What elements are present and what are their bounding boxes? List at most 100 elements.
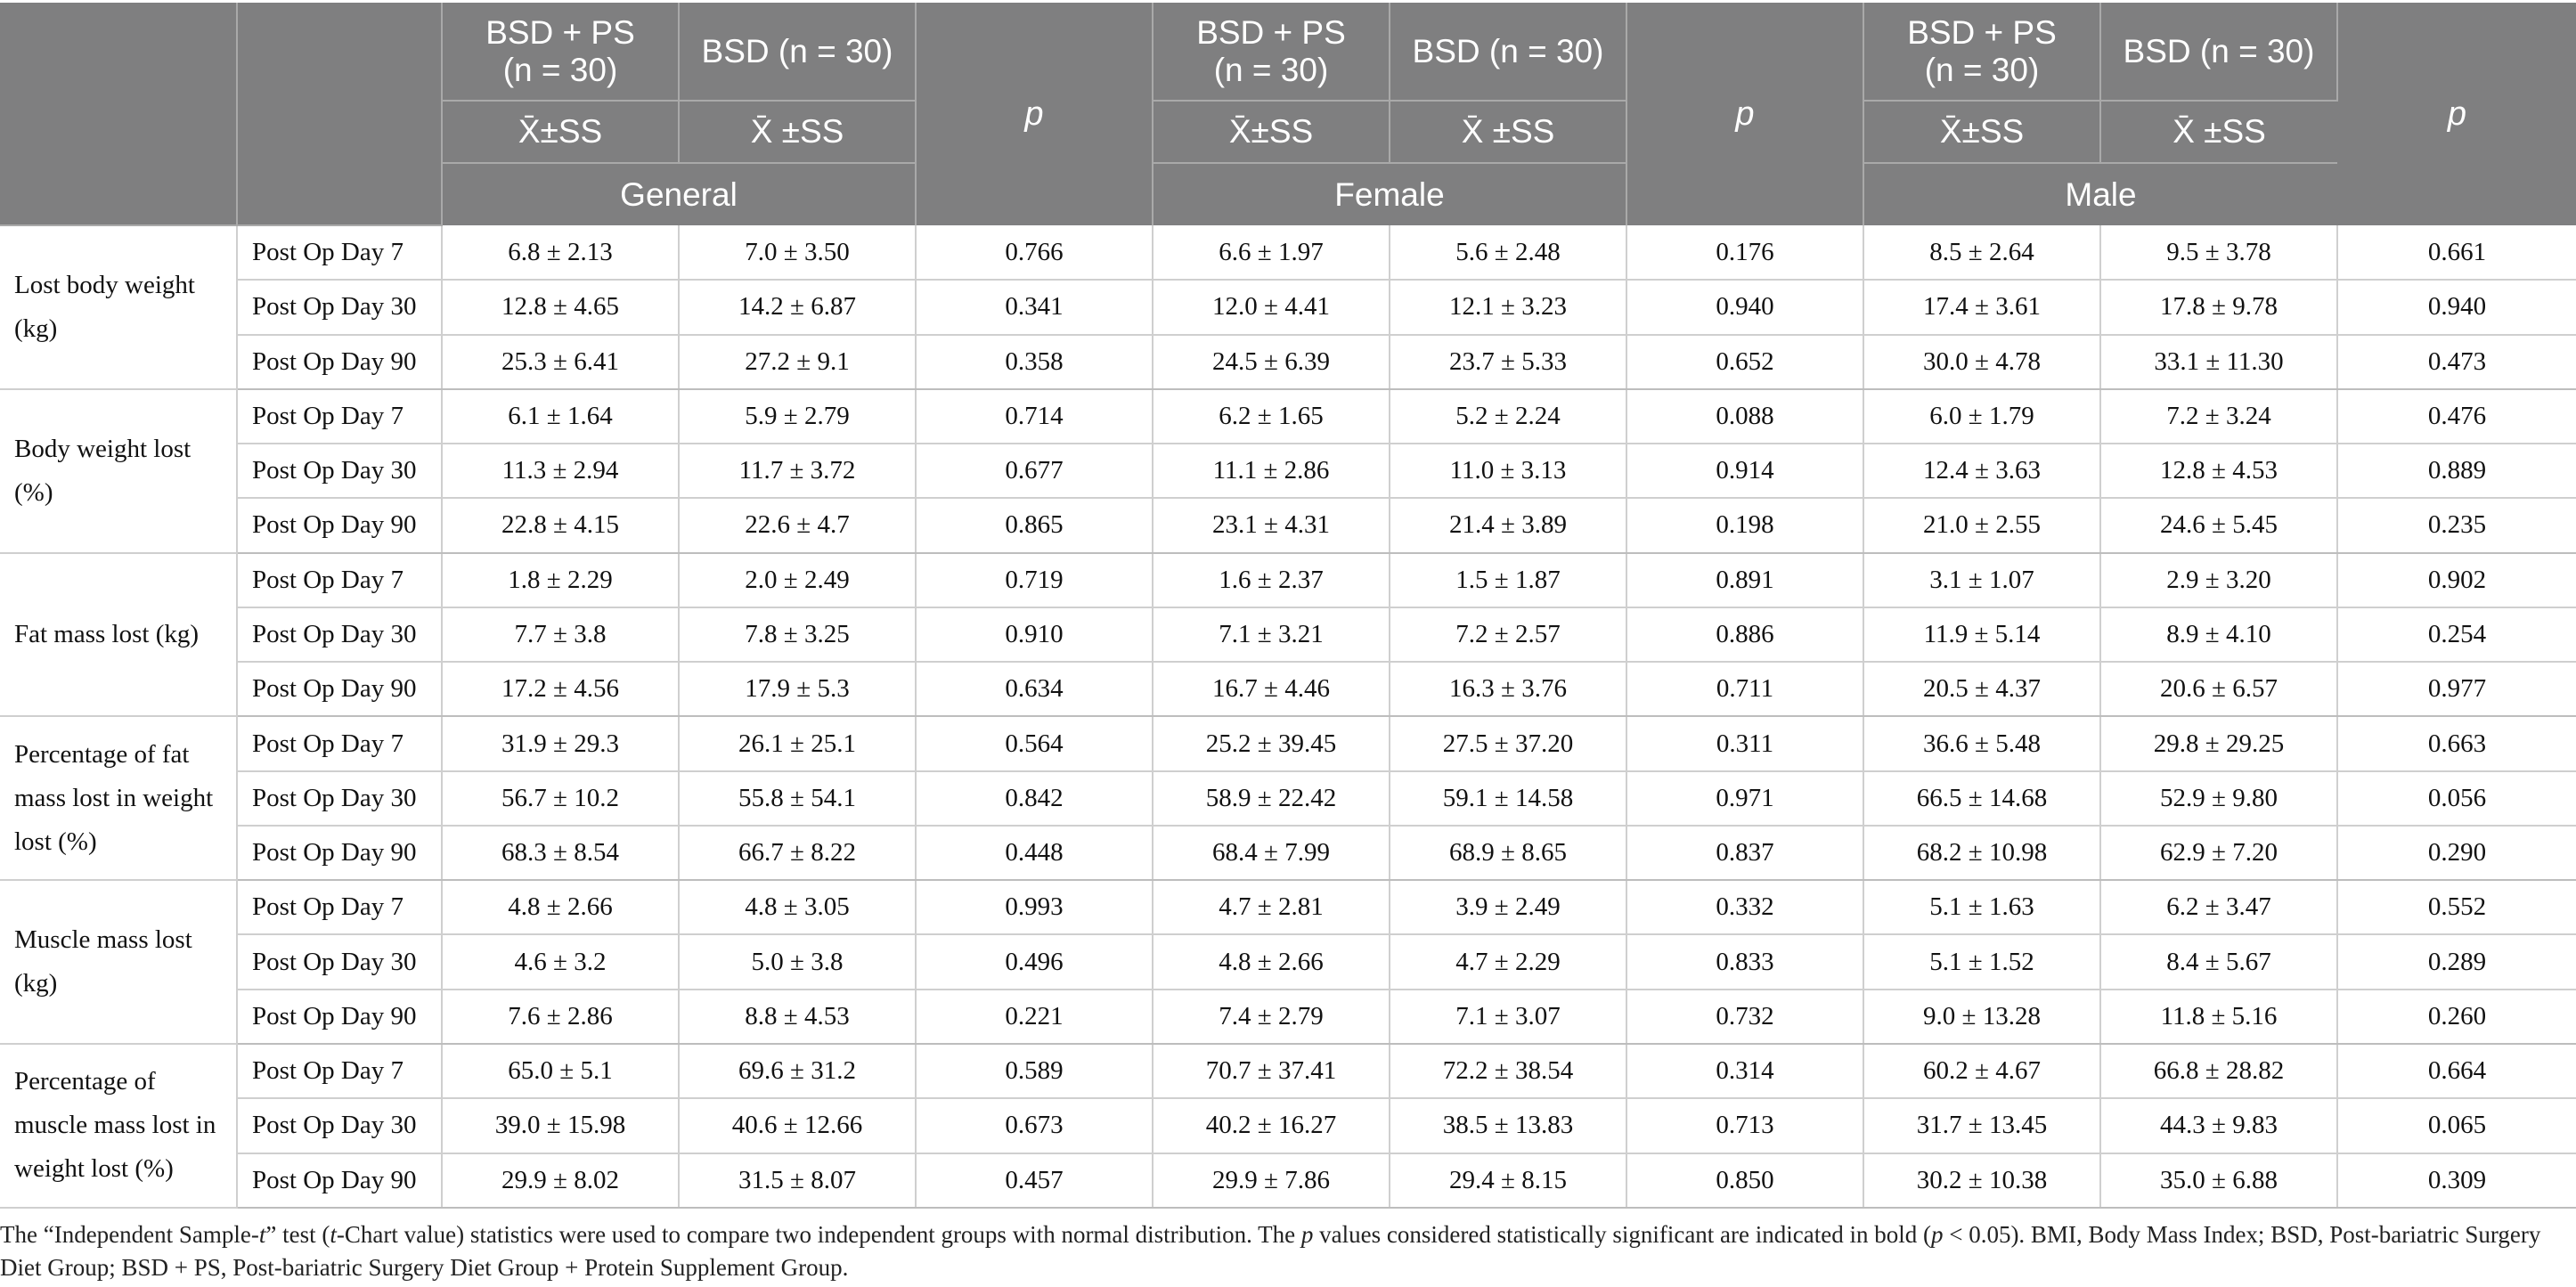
header-p-general: p (916, 3, 1153, 225)
p-value-cell: 0.448 (916, 825, 1153, 882)
mean-sd-cell: 9.5 ± 3.78 (2100, 225, 2338, 281)
header-p-male: p (2337, 3, 2576, 225)
p-value-cell: 0.235 (2337, 498, 2576, 554)
mean-sd-cell: 7.7 ± 3.8 (442, 607, 680, 664)
timepoint-label: Post Op Day 90 (237, 989, 443, 1045)
mean-sd-cell: 11.9 ± 5.14 (1863, 607, 2101, 664)
mean-sd-cell: 11.1 ± 2.86 (1153, 444, 1390, 500)
mean-sd-cell: 40.6 ± 12.66 (679, 1098, 917, 1154)
p-value-cell: 0.088 (1626, 388, 1864, 445)
table-row: Post Op Day 30 56.7 ± 10.2 55.8 ± 54.1 0.84… (0, 770, 2576, 827)
p-value-cell: 0.850 (1626, 1153, 1864, 1210)
mean-sd-cell: 23.1 ± 4.31 (1153, 498, 1390, 554)
timepoint-label: Post Op Day 30 (237, 1098, 443, 1154)
mean-sd-cell: 7.2 ± 3.24 (2100, 388, 2338, 445)
p-value-cell: 0.056 (2337, 770, 2576, 827)
mean-sd-cell: 12.0 ± 4.41 (1153, 280, 1390, 336)
mean-sd-cell: 4.7 ± 2.81 (1153, 880, 1390, 936)
table-row: Percentage of muscle mass lost in weight… (0, 1043, 2576, 1210)
mean-sd-cell: 68.9 ± 8.65 (1390, 825, 1627, 882)
mean-sd-cell: 29.9 ± 8.02 (442, 1153, 680, 1210)
mean-sd-cell: 5.1 ± 1.63 (1863, 880, 2101, 936)
mean-sd-cell: 24.5 ± 6.39 (1153, 334, 1390, 390)
mean-sd-cell: 17.8 ± 9.78 (2100, 280, 2338, 336)
header-p-female: p (1626, 3, 1864, 225)
footnote-italic-t: t (258, 1221, 266, 1248)
header-mean-sd: X̄ ±SS (2100, 101, 2337, 164)
timepoint-label: Post Op Day 30 (237, 444, 443, 500)
header-group-general: General (442, 163, 917, 225)
p-value-cell: 0.564 (916, 716, 1153, 772)
p-value-cell: 0.837 (1626, 825, 1864, 882)
footnote-italic-p: p (1930, 1221, 1944, 1248)
mean-sd-cell: 4.7 ± 2.29 (1390, 934, 1627, 990)
mean-sd-cell: 20.5 ± 4.37 (1863, 662, 2101, 718)
mean-sd-cell: 7.0 ± 3.50 (679, 225, 917, 281)
mean-sd-cell: 17.2 ± 4.56 (442, 662, 680, 718)
p-value-cell: 0.902 (2337, 552, 2576, 608)
mean-sd-cell: 4.8 ± 3.05 (679, 880, 917, 936)
p-value-cell: 0.476 (2337, 388, 2576, 445)
mean-sd-cell: 31.9 ± 29.3 (442, 716, 680, 772)
mean-sd-cell: 66.5 ± 14.68 (1863, 770, 2101, 827)
footnote-text: -Chart value) statistics were used to co… (336, 1221, 1301, 1248)
measure-label: Percentage of muscle mass lost in weight… (0, 1043, 238, 1210)
timepoint-label: Post Op Day 7 (237, 552, 443, 608)
timepoint-label: Post Op Day 30 (237, 280, 443, 336)
mean-sd-cell: 56.7 ± 10.2 (442, 770, 680, 827)
mean-sd-cell: 25.3 ± 6.41 (442, 334, 680, 390)
mean-sd-cell: 6.0 ± 1.79 (1863, 388, 2101, 445)
footnote-text: ” test ( (265, 1221, 330, 1248)
p-value-cell: 0.065 (2337, 1098, 2576, 1154)
mean-sd-cell: 52.9 ± 9.80 (2100, 770, 2338, 827)
mean-sd-cell: 6.8 ± 2.13 (442, 225, 680, 281)
mean-sd-cell: 5.6 ± 2.48 (1390, 225, 1627, 281)
mean-sd-cell: 68.4 ± 7.99 (1153, 825, 1390, 882)
table-row: Lost body weight (kg) Post Op Day 7 6.8 ± … (0, 225, 2576, 390)
timepoint-label: Post Op Day 30 (237, 607, 443, 664)
mean-sd-cell: 70.7 ± 37.41 (1153, 1043, 1390, 1100)
p-value-cell: 0.673 (916, 1098, 1153, 1154)
timepoint-label: Post Op Day 7 (237, 388, 443, 445)
p-value-cell: 0.260 (2337, 989, 2576, 1045)
mean-sd-cell: 6.1 ± 1.64 (442, 388, 680, 445)
mean-sd-cell: 33.1 ± 11.30 (2100, 334, 2338, 390)
measure-label: Percentage of fat mass lost in weight lo… (0, 716, 238, 882)
p-value-cell: 0.358 (916, 334, 1153, 390)
mean-sd-cell: 7.1 ± 3.21 (1153, 607, 1390, 664)
mean-sd-cell: 55.8 ± 54.1 (679, 770, 917, 827)
mean-sd-cell: 62.9 ± 7.20 (2100, 825, 2338, 882)
mean-sd-cell: 60.2 ± 4.67 (1863, 1043, 2101, 1100)
mean-sd-cell: 1.6 ± 2.37 (1153, 552, 1390, 608)
mean-sd-cell: 68.2 ± 10.98 (1863, 825, 2101, 882)
mean-sd-cell: 20.6 ± 6.57 (2100, 662, 2338, 718)
mean-sd-cell: 31.5 ± 8.07 (679, 1153, 917, 1210)
table-row: Fat mass lost (kg) Post Op Day 7 1.8 ± 2.2… (0, 552, 2576, 718)
table-row: Post Op Day 30 12.8 ± 4.65 14.2 ± 6.87 0.34… (0, 280, 2576, 336)
mean-sd-cell: 31.7 ± 13.45 (1863, 1098, 2101, 1154)
mean-sd-cell: 25.2 ± 39.45 (1153, 716, 1390, 772)
mean-sd-cell: 65.0 ± 5.1 (442, 1043, 680, 1100)
p-value-cell: 0.842 (916, 770, 1153, 827)
header-group-male: Male (1863, 163, 2337, 225)
p-value-cell: 0.663 (2337, 716, 2576, 772)
mean-sd-cell: 3.1 ± 1.07 (1863, 552, 2101, 608)
mean-sd-cell: 3.9 ± 2.49 (1390, 880, 1627, 936)
p-value-cell: 0.311 (1626, 716, 1864, 772)
header-mean-sd: X̄ ±SS (1390, 101, 1627, 164)
mean-sd-cell: 21.0 ± 2.55 (1863, 498, 2101, 554)
table-row: Body weight lost (%) Post Op Day 7 6.1 ± 1… (0, 388, 2576, 554)
mean-sd-cell: 9.0 ± 13.28 (1863, 989, 2101, 1045)
header-mean-sd: X̄ ±SS (679, 101, 917, 164)
p-value-cell: 0.634 (916, 662, 1153, 718)
header-mean-sd: X̄±SS (442, 101, 680, 164)
timepoint-label: Post Op Day 30 (237, 770, 443, 827)
p-value-cell: 0.889 (2337, 444, 2576, 500)
p-value-cell: 0.661 (2337, 225, 2576, 281)
mean-sd-cell: 22.8 ± 4.15 (442, 498, 680, 554)
footnote-text: The “Independent Sample- (0, 1221, 259, 1248)
mean-sd-cell: 68.3 ± 8.54 (442, 825, 680, 882)
mean-sd-cell: 12.8 ± 4.53 (2100, 444, 2338, 500)
mean-sd-cell: 5.0 ± 3.8 (679, 934, 917, 990)
timepoint-label: Post Op Day 90 (237, 1153, 443, 1210)
